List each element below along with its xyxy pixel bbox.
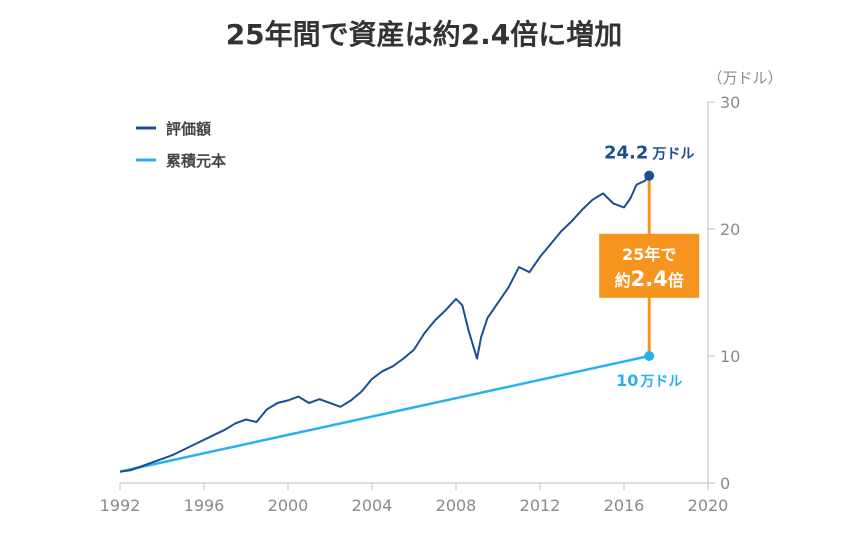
x-tick-label: 2020 [688,496,729,515]
y-tick-label: 20 [720,220,740,239]
y-tick-label: 0 [720,474,730,493]
x-tick-label: 2004 [352,496,393,515]
end-value-unit: 万ドル [651,147,694,163]
chart-title: 25年間で資産は約2.4倍に増加 [226,18,623,51]
x-tick-label: 2008 [436,496,477,515]
legend: 評価額 累積元本 [136,120,226,170]
y-axis: 0 10 20 30 [707,93,740,493]
growth-callout-multiple: 2.4 [631,267,668,291]
growth-callout-prefix: 約 [615,271,631,290]
principal-end-point [644,351,655,361]
principal-value-unit: 万ドル [639,374,682,390]
x-tick-label: 2012 [520,496,561,515]
y-tick-label: 10 [720,347,740,366]
principal-line [119,354,650,473]
principal-value-label: 10 万ドル [616,371,682,390]
end-value-number: 24.2 [604,143,648,164]
x-tick-label: 2016 [604,496,645,515]
plot-area [119,170,655,473]
y-tick-label: 30 [720,93,740,112]
legend-label-valuation: 評価額 [166,120,211,138]
y-axis-unit: （万ドル） [707,69,782,87]
growth-callout-line1: 25年で [622,245,676,264]
valuation-end-point [644,170,655,181]
growth-callout-box [599,233,700,298]
legend-label-principal: 累積元本 [166,152,226,170]
growth-callout-line2: 約2.4倍 [615,267,684,291]
x-tick-label: 1992 [100,496,141,515]
principal-value-number: 10 [616,371,638,390]
x-tick-label: 1996 [184,496,225,515]
growth-callout-suffix: 倍 [668,271,684,290]
x-axis: 1992 1996 2000 2004 2008 2012 2016 2020 [100,482,729,515]
valuation-line [119,175,650,473]
x-tick-label: 2000 [268,496,309,515]
end-value-label: 24.2 万ドル [604,143,694,164]
growth-callout: 25年で 約2.4倍 [599,233,700,298]
